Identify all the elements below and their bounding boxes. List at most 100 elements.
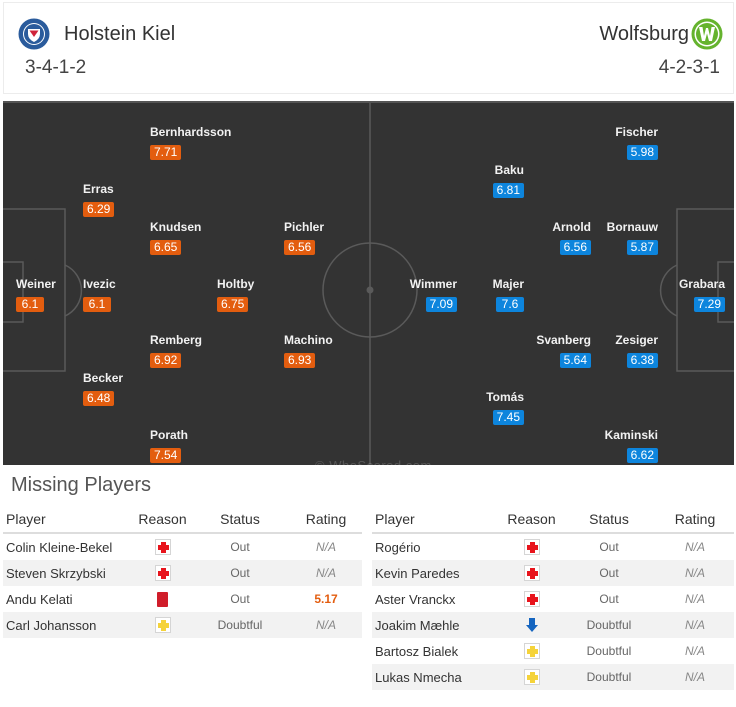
home-player[interactable]: Pichler 6.56 (284, 220, 324, 255)
player-name: Svanberg (536, 333, 591, 347)
col-rating: Rating (305, 511, 347, 527)
away-player[interactable]: Wimmer 7.09 (410, 277, 457, 312)
col-player: Player (375, 511, 415, 527)
missing-player-name[interactable]: Steven Skrzybski (6, 565, 106, 581)
player-name: Kaminski (604, 428, 658, 442)
player-rating-badge: 6.29 (83, 202, 115, 217)
home-player[interactable]: Porath 7.54 (150, 428, 188, 463)
col-reason: Reason (138, 511, 187, 527)
missing-player-row: Bartosz Bialek Doubtful N/A (372, 638, 734, 664)
home-team-name[interactable]: Holstein Kiel (64, 22, 176, 45)
away-player[interactable]: Svanberg 5.64 (536, 333, 591, 368)
missing-player-row: Andu Kelati Out 5.17 (3, 586, 362, 612)
doubtful-icon (523, 643, 540, 660)
home-player[interactable]: Holtby 6.75 (217, 277, 254, 312)
missing-player-name[interactable]: Andu Kelati (6, 591, 73, 607)
reason-cell (504, 643, 559, 660)
reason-cell (504, 617, 559, 634)
player-rating-badge: 7.54 (150, 448, 182, 463)
player-rating-badge: 5.98 (626, 145, 658, 160)
missing-player-name[interactable]: Colin Kleine-Bekel (6, 539, 113, 555)
player-name: Pichler (284, 220, 325, 234)
missing-player-row: Rogério Out N/A (372, 534, 734, 560)
rating-cell: N/A (684, 566, 705, 580)
player-rating-badge: 6.1 (16, 297, 44, 312)
holstein-kiel-logo-icon (18, 18, 50, 50)
away-player[interactable]: Baku 6.81 (492, 163, 524, 198)
away-team: Wolfsburg 4-2-3-1 (599, 17, 723, 79)
rating-cell: N/A (315, 540, 336, 554)
home-player[interactable]: Becker 6.48 (83, 371, 123, 406)
away-player[interactable]: Fischer 5.98 (615, 125, 658, 160)
player-rating-badge: 7.29 (693, 297, 725, 312)
table-header: Player Reason Status Rating (372, 506, 734, 534)
rating-cell: N/A (684, 644, 705, 658)
missing-player-name[interactable]: Joakim Mæhle (375, 617, 460, 633)
player-name: Porath (150, 428, 189, 442)
player-name: Ivezic (83, 277, 116, 291)
reason-cell (504, 539, 559, 556)
player-name: Baku (494, 163, 524, 177)
home-team: Holstein Kiel 3-4-1-2 (18, 17, 175, 79)
player-name: Holtby (217, 277, 255, 291)
red-card-icon (157, 592, 168, 608)
player-name: Weiner (16, 277, 56, 291)
missing-player-name[interactable]: Carl Johansson (6, 617, 97, 633)
away-player[interactable]: Majer 7.6 (493, 277, 524, 312)
player-rating-badge: 6.48 (83, 391, 115, 406)
away-player[interactable]: Kaminski 6.62 (605, 428, 658, 463)
missing-player-row: Kevin Paredes Out N/A (372, 560, 734, 586)
missing-player-name[interactable]: Kevin Paredes (375, 565, 460, 581)
missing-players-title: Missing Players (11, 474, 152, 496)
player-name: Arnold (552, 220, 591, 234)
home-player[interactable]: Bernhardsson 7.71 (150, 125, 231, 160)
rating-cell: 5.17 (314, 592, 338, 606)
home-player[interactable]: Weiner 6.1 (16, 277, 56, 312)
player-rating-badge: 5.87 (626, 240, 658, 255)
status-cell: Out (230, 540, 250, 554)
player-name: Fischer (615, 125, 658, 139)
missing-player-row: Carl Johansson Doubtful N/A (3, 612, 362, 638)
home-player[interactable]: Ivezic 6.1 (83, 277, 116, 312)
rating-cell: N/A (684, 618, 705, 632)
away-player[interactable]: Arnold 6.56 (552, 220, 591, 255)
table-header: Player Reason Status Rating (3, 506, 362, 534)
player-rating-badge: 7.45 (492, 410, 524, 425)
player-rating-badge: 7.09 (425, 297, 457, 312)
col-status: Status (220, 511, 260, 527)
home-player[interactable]: Remberg 6.92 (150, 333, 202, 368)
player-name: Wimmer (409, 277, 457, 291)
away-missing-table: Player Reason Status Rating Rogério Out N/… (372, 506, 734, 690)
missing-player-name[interactable]: Rogério (375, 539, 421, 555)
player-name: Bernhardsson (150, 125, 232, 139)
reason-cell (135, 617, 190, 634)
away-team-name[interactable]: Wolfsburg (599, 22, 689, 45)
home-missing-table: Player Reason Status Rating Colin Kleine… (3, 506, 362, 638)
player-rating-badge: 6.1 (83, 297, 111, 312)
doubtful-icon (154, 617, 171, 634)
status-cell: Out (599, 592, 619, 606)
col-rating: Rating (674, 511, 716, 527)
missing-player-row: Lukas Nmecha Doubtful N/A (372, 664, 734, 690)
away-player[interactable]: Bornauw 5.87 (607, 220, 658, 255)
missing-player-row: Colin Kleine-Bekel Out N/A (3, 534, 362, 560)
home-player[interactable]: Knudsen 6.65 (150, 220, 201, 255)
reason-cell (135, 565, 190, 582)
player-rating-badge: 6.38 (626, 353, 658, 368)
player-name: Bornauw (606, 220, 658, 234)
player-rating-badge: 5.64 (559, 353, 591, 368)
away-player[interactable]: Tomás 7.45 (486, 390, 524, 425)
missing-player-name[interactable]: Bartosz Bialek (375, 643, 459, 659)
player-rating-badge: 7.71 (150, 145, 182, 160)
missing-player-name[interactable]: Lukas Nmecha (375, 669, 462, 685)
reason-cell (504, 669, 559, 686)
pitch: Bernhardsson 7.71 Erras 6.29 Knudsen 6.65 Pich… (3, 101, 734, 465)
away-player[interactable]: Zesiger 6.38 (615, 333, 658, 368)
rating-cell: N/A (684, 540, 705, 554)
home-formation: 3-4-1-2 (25, 57, 87, 78)
home-player[interactable]: Machino 6.93 (284, 333, 333, 368)
rating-cell: N/A (315, 566, 336, 580)
home-player[interactable]: Erras 6.29 (83, 182, 115, 217)
away-player[interactable]: Grabara 7.29 (679, 277, 725, 312)
missing-player-name[interactable]: Aster Vranckx (375, 591, 456, 607)
